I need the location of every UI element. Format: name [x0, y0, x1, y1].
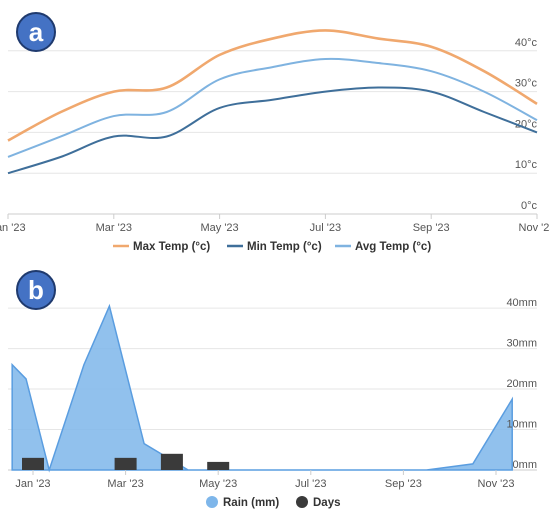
y-tick-a-2: 20°c [515, 118, 538, 130]
legend-item-min-temp-c[interactable]: Min Temp (°c) [227, 241, 322, 253]
y-tick-b-2: 20mm [506, 378, 537, 390]
bar-days-0 [22, 457, 44, 470]
y-tick-b-3: 30mm [506, 338, 537, 350]
legend-item-rain-mm[interactable]: Rain (mm) [206, 496, 279, 509]
legend-label-rain-mm: Rain (mm) [223, 497, 279, 509]
ticks-b: 0mm 10mm 20mm 30mm 40mm Jan '23 Mar '23 May '23… [15, 297, 537, 490]
line-min-temp-c [7, 86, 538, 175]
legend-b[interactable]: Rain (mm) Days [206, 496, 341, 509]
legend-item-max-temp-c[interactable]: Max Temp (°c) [113, 241, 210, 253]
y-tick-a-3: 30°c [515, 78, 538, 90]
badge-label-a: a [29, 17, 44, 47]
x-tick-b-2: May '23 [199, 478, 237, 490]
bar-days-1 [114, 457, 137, 470]
legend-item-avg-temp-c[interactable]: Avg Temp (°c) [335, 241, 431, 253]
ticks-a: 0°c 10°c 20°c 30°c 40°c Jan '23 Mar '23 May '23… [0, 37, 550, 234]
y-tick-a-4: 40°c [515, 37, 538, 49]
badge-circle-a [16, 12, 56, 52]
line-avg-temp-c [7, 57, 538, 158]
badge-circle-b [16, 270, 56, 310]
x-tick-b-0: Jan '23 [15, 478, 50, 490]
y-tick-b-0: 0mm [513, 459, 537, 471]
panel-badge-a: a [16, 12, 56, 52]
x-tick-a-2: May '23 [201, 222, 239, 234]
x-tick-a-5: Nov '23 [519, 222, 550, 234]
series-a [7, 29, 538, 175]
x-tick-b-3: Jul '23 [295, 478, 326, 490]
grid-a [8, 50, 537, 215]
y-tick-a-1: 10°c [515, 159, 538, 171]
legend-label-avg-temp-c: Avg Temp (°c) [355, 241, 431, 253]
bar-days-3 [207, 461, 230, 470]
x-tick-a-3: Jul '23 [310, 222, 341, 234]
legend-label-max-temp-c: Max Temp (°c) [133, 241, 210, 253]
bar-days-2 [160, 453, 183, 470]
legend-label-days: Days [313, 497, 341, 509]
x-tick-a-1: Mar '23 [96, 222, 132, 234]
legend-a[interactable]: Max Temp (°c) Min Temp (°c) Avg Temp (°c) [113, 241, 431, 253]
y-tick-b-4: 40mm [506, 297, 537, 309]
x-tick-b-1: Mar '23 [107, 478, 143, 490]
area-rain-mm [11, 303, 513, 473]
line-max-temp-c [7, 29, 538, 142]
panel-badge-b: b [16, 270, 56, 310]
badge-label-b: b [28, 275, 44, 305]
legend-label-min-temp-c: Min Temp (°c) [247, 241, 322, 253]
x-tick-b-5: Nov '23 [478, 478, 515, 490]
rain-chart: 0mm 10mm 20mm 30mm 40mm Jan '23 Mar '23 May '23… [8, 270, 537, 509]
legend-swatch-days [296, 496, 308, 508]
x-tick-b-4: Sep '23 [385, 478, 422, 490]
legend-item-days[interactable]: Days [296, 496, 341, 509]
y-tick-a-0: 0°c [521, 200, 538, 212]
y-tick-b-1: 10mm [506, 419, 537, 431]
temperature-chart: 0°c 10°c 20°c 30°c 40°c Jan '23 Mar '23 May '23… [0, 12, 550, 253]
x-tick-a-0: Jan '23 [0, 222, 26, 234]
series-b [11, 303, 513, 473]
legend-swatch-rain-mm [206, 496, 218, 508]
x-tick-a-4: Sep '23 [413, 222, 450, 234]
